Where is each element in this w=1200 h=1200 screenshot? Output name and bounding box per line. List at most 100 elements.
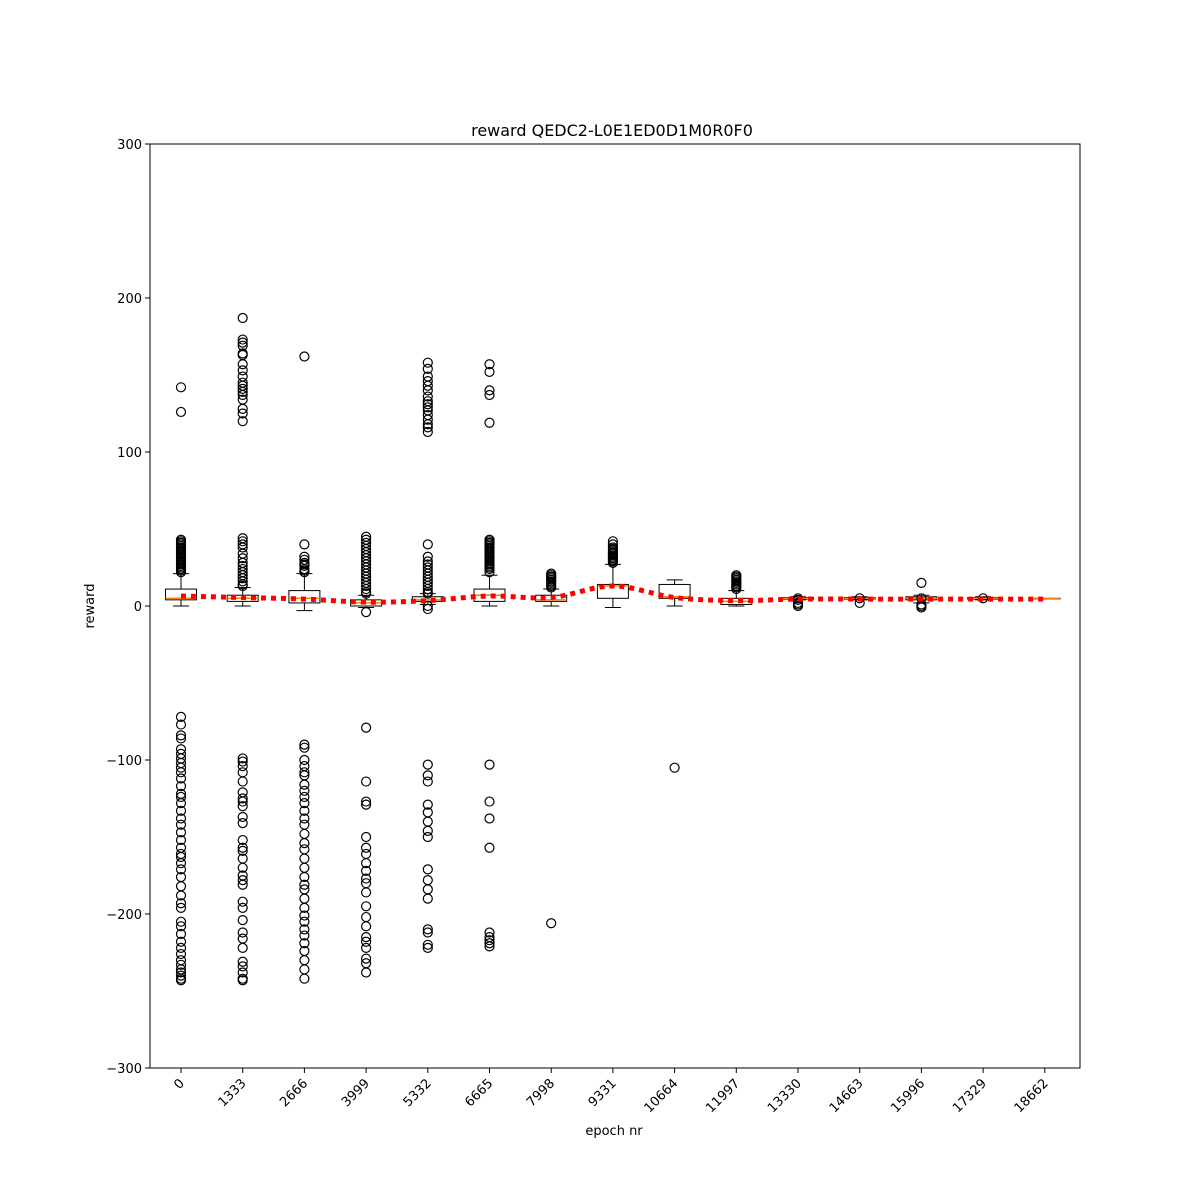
outlier-point (299, 902, 310, 913)
outlier-point (422, 414, 433, 425)
outlier-point (361, 936, 372, 947)
y-tick-label: 200 (117, 292, 142, 307)
outlier-point (422, 776, 433, 787)
outlier-point (175, 733, 187, 744)
outlier-point (175, 781, 187, 792)
outlier-point (175, 382, 187, 393)
outlier-point (175, 805, 187, 816)
outlier-point (361, 887, 372, 898)
outlier-point (237, 576, 248, 587)
outlier-point (237, 915, 248, 926)
outlier-point (299, 567, 310, 578)
outlier-point (361, 607, 372, 618)
outlier-point (237, 312, 248, 324)
chart-title: reward QEDC2-L0E1ED0D1M0R0F0 (471, 121, 753, 140)
outlier-point (175, 902, 187, 913)
outlier-point (175, 936, 187, 947)
y-axis: −300 −200 −100 0 100 200 300 (106, 138, 150, 1077)
outlier-point (175, 730, 187, 741)
outlier-point (237, 879, 248, 890)
outlier-point (237, 927, 248, 938)
outlier-point (669, 762, 680, 773)
outlier-point (237, 756, 248, 767)
outlier-point (175, 567, 187, 578)
outlier-point (237, 818, 248, 829)
outlier-point (175, 975, 187, 986)
outlier-point (299, 739, 310, 750)
outlier-point (484, 389, 495, 401)
outlier-point (422, 831, 433, 843)
y-tick-label: −100 (106, 754, 142, 769)
outlier-point (175, 948, 187, 960)
outlier-point (484, 385, 495, 396)
outlier-point (422, 422, 433, 433)
outlier-point (422, 759, 433, 770)
outlier-point (175, 890, 187, 901)
outlier-point (175, 864, 187, 875)
outlier-point (299, 805, 310, 816)
outlier-point (299, 798, 310, 809)
outlier-point (237, 801, 248, 812)
y-tick-label: −300 (106, 1062, 142, 1077)
outlier-point (422, 539, 433, 550)
outlier-point (237, 896, 248, 907)
outlier-point (175, 711, 187, 722)
outlier-point (484, 813, 495, 824)
outlier-point (422, 402, 433, 413)
outlier-point (175, 928, 187, 940)
outlier-point (546, 582, 557, 593)
outlier-point (361, 931, 372, 943)
outlier-point (299, 785, 310, 796)
outlier-point (237, 337, 248, 348)
outlier-point (422, 426, 433, 438)
outlier-point (361, 953, 372, 964)
outlier-point (175, 762, 187, 773)
outlier-point (299, 924, 310, 935)
outlier-point (237, 902, 248, 913)
outlier-point (361, 942, 372, 953)
outlier-point (361, 722, 372, 733)
outlier-point (237, 761, 248, 772)
outlier-point (361, 842, 372, 853)
outlier-point (237, 359, 248, 370)
outlier-point (237, 408, 248, 419)
outlier-point (422, 588, 433, 599)
outlier-point (361, 588, 372, 599)
outlier-point (175, 970, 187, 981)
outlier-point (237, 334, 248, 345)
outlier-point (175, 791, 187, 803)
outlier-point (175, 767, 187, 778)
outlier-point (237, 365, 248, 376)
outlier-point (175, 916, 187, 927)
outlier-point (299, 916, 310, 927)
outlier-point (422, 927, 433, 938)
outlier-point (237, 811, 248, 823)
outlier-point (731, 583, 742, 595)
y-axis-label: reward (83, 583, 98, 628)
outlier-point (422, 583, 433, 595)
outlier-point (299, 742, 310, 753)
outlier-point (361, 799, 372, 810)
outlier-point (299, 779, 310, 790)
outlier-point (237, 573, 248, 584)
outlier-point (175, 798, 187, 809)
outlier-point (422, 380, 433, 391)
outlier-point (361, 901, 372, 912)
outlier-point (299, 813, 310, 824)
outlier-point (422, 893, 433, 904)
y-tick-label: −200 (106, 908, 142, 923)
outlier-point (422, 363, 433, 374)
box-iqr (165, 588, 197, 601)
y-tick-label: 300 (117, 138, 142, 153)
outlier-point (361, 796, 372, 807)
outlier-point (237, 967, 248, 978)
outlier-point (237, 842, 248, 853)
outlier-point (484, 567, 495, 578)
outlier-point (916, 602, 927, 613)
outlier-point (237, 796, 248, 807)
outlier-point (484, 759, 495, 770)
outlier-point (299, 351, 310, 362)
mean-reward-line (180, 583, 1045, 605)
outlier-point (299, 938, 310, 949)
